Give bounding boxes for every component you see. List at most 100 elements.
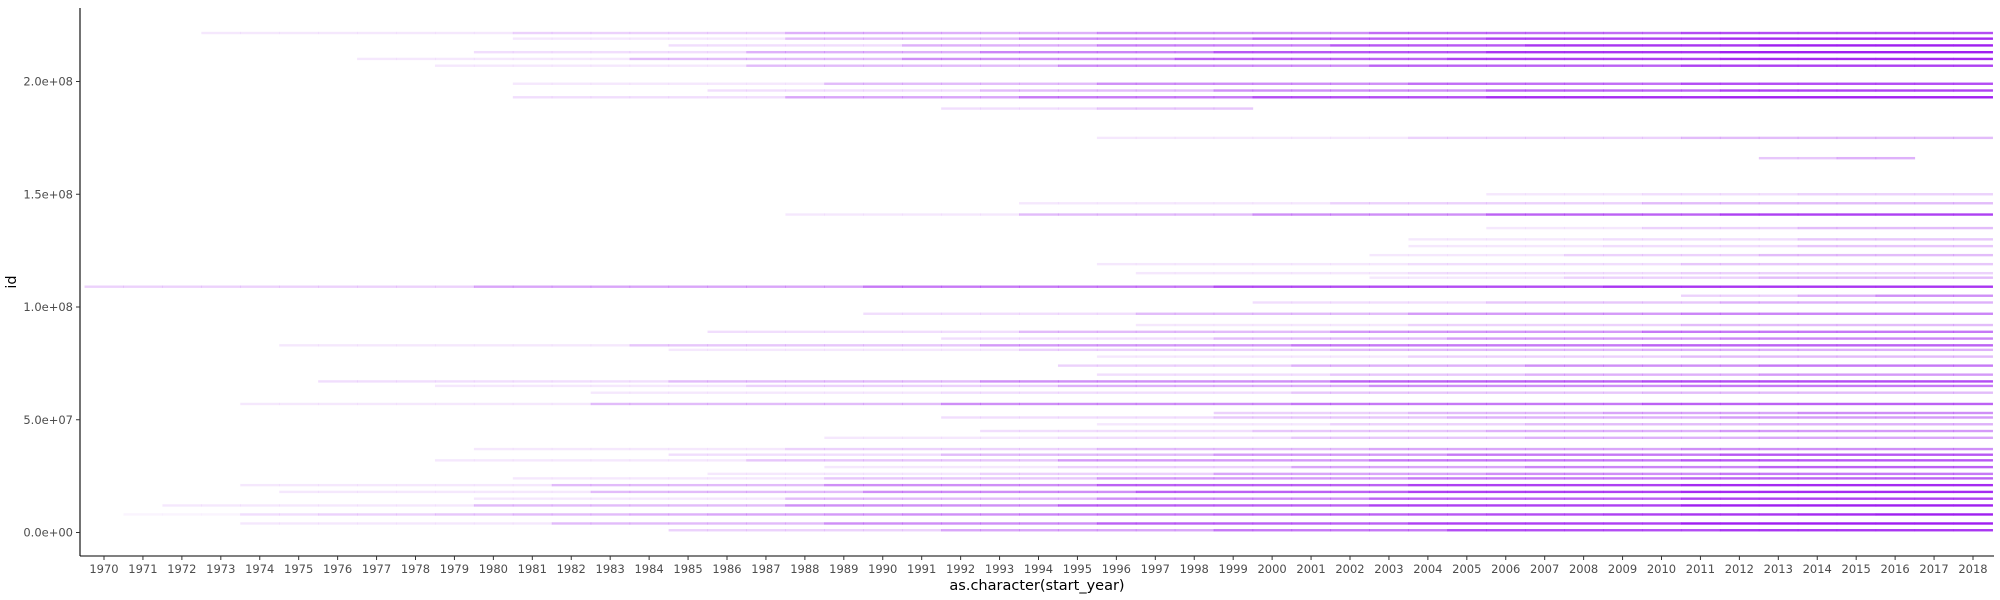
heatmap-cell [1680,436,1721,439]
heatmap-cell [902,50,942,54]
heatmap-cell [1174,483,1215,487]
heatmap-cell [1525,96,1565,99]
heatmap-cell [590,483,631,487]
heatmap-cell [902,312,942,315]
heatmap-cell [1252,37,1293,40]
heatmap-cell [1369,57,1409,61]
heatmap-cell [590,497,631,500]
heatmap-cell [1797,522,1838,525]
heatmap-cell [785,82,825,85]
heatmap-cell [396,285,436,288]
heatmap-cell [1914,253,1955,257]
heatmap-cell [902,89,942,92]
heatmap-cell [1408,37,1448,40]
heatmap-cell [1057,436,1098,439]
heatmap-cell [1408,64,1448,67]
heatmap-cell [1680,271,1721,275]
heatmap-cell [1291,82,1332,85]
heatmap-cell [1758,50,1799,54]
heatmap-cell [1758,213,1799,216]
heatmap-cell [1875,226,1916,230]
heatmap-cell [824,50,864,54]
heatmap-cell [512,402,553,406]
heatmap-cell [1953,453,1993,456]
heatmap-band [1680,294,1993,297]
heatmap-cell [1680,57,1721,61]
heatmap-cell [1447,373,1487,376]
heatmap-cell [863,490,903,494]
heatmap-cell [1564,89,1604,92]
heatmap-cell [1914,477,1955,480]
heatmap-cell [1719,262,1760,266]
heatmap-cell [1135,323,1176,327]
heatmap-cell [201,513,241,516]
heatmap-cell [1836,402,1877,406]
heatmap-band [1096,373,1993,376]
heatmap-cell [1836,31,1877,35]
heatmap-cell [1758,436,1799,439]
heatmap-cell [1291,529,1332,532]
x-tick-label: 1979 [440,562,469,576]
heatmap-cell [1330,337,1370,340]
heatmap-cell [590,344,631,347]
heatmap-cell [980,348,1020,352]
heatmap-cell [1525,323,1565,327]
heatmap-cell [1174,213,1215,216]
heatmap-cell [1019,96,1059,99]
heatmap-cell [1875,522,1916,525]
heatmap-cell [746,384,786,388]
heatmap-cell [1252,344,1293,347]
heatmap-band [941,416,1993,419]
heatmap-cell [1758,37,1799,40]
heatmap-cell [1603,348,1643,352]
heatmap-cell [1447,330,1487,334]
heatmap-cell [785,472,825,476]
heatmap-cell [1875,337,1916,340]
heatmap-cell [1369,522,1409,525]
heatmap-cell [590,57,631,61]
heatmap-cell [824,459,864,462]
heatmap-cell [1135,285,1176,288]
heatmap-cell [785,330,825,334]
heatmap-cell [551,31,592,35]
heatmap-cell [1525,44,1565,47]
heatmap-cell [1057,37,1098,40]
heatmap-cell [1330,348,1370,352]
heatmap-cell [1564,355,1604,358]
heatmap-cell [941,285,981,288]
heatmap-cell [941,31,981,35]
heatmap-cell [1797,89,1838,92]
heatmap-cell [1875,301,1916,304]
heatmap-cell [1953,380,1993,383]
heatmap-cell [629,37,670,40]
heatmap-cell [1719,244,1760,248]
heatmap-cell [1914,459,1955,462]
heatmap-cell [1252,348,1293,352]
heatmap-cell [1642,213,1682,216]
heatmap-cell [980,337,1020,340]
heatmap-cell [1603,391,1643,394]
heatmap-cell [1174,402,1215,406]
heatmap-cell [980,504,1020,507]
heatmap-cell [1758,337,1799,340]
heatmap-cell [1486,513,1526,516]
heatmap-cell [1330,136,1370,140]
heatmap-cell [1719,37,1760,40]
heatmap-cell [902,330,942,334]
heatmap-cell [1564,364,1604,367]
x-tick-label: 1981 [518,562,547,576]
heatmap-cell [1797,193,1838,196]
heatmap-cell [1953,213,1993,216]
heatmap-cell [1680,344,1721,347]
heatmap-cell [746,96,786,99]
heatmap-cell [1797,472,1838,476]
heatmap-cell [785,285,825,288]
heatmap-cell [1291,429,1332,433]
heatmap-cell [1836,344,1877,347]
heatmap-cell [1369,436,1409,439]
heatmap-cell [396,402,436,406]
heatmap-cell [1642,348,1682,352]
heatmap-cell [1057,312,1098,315]
heatmap-cell [1603,522,1643,525]
heatmap-cell [668,522,709,525]
